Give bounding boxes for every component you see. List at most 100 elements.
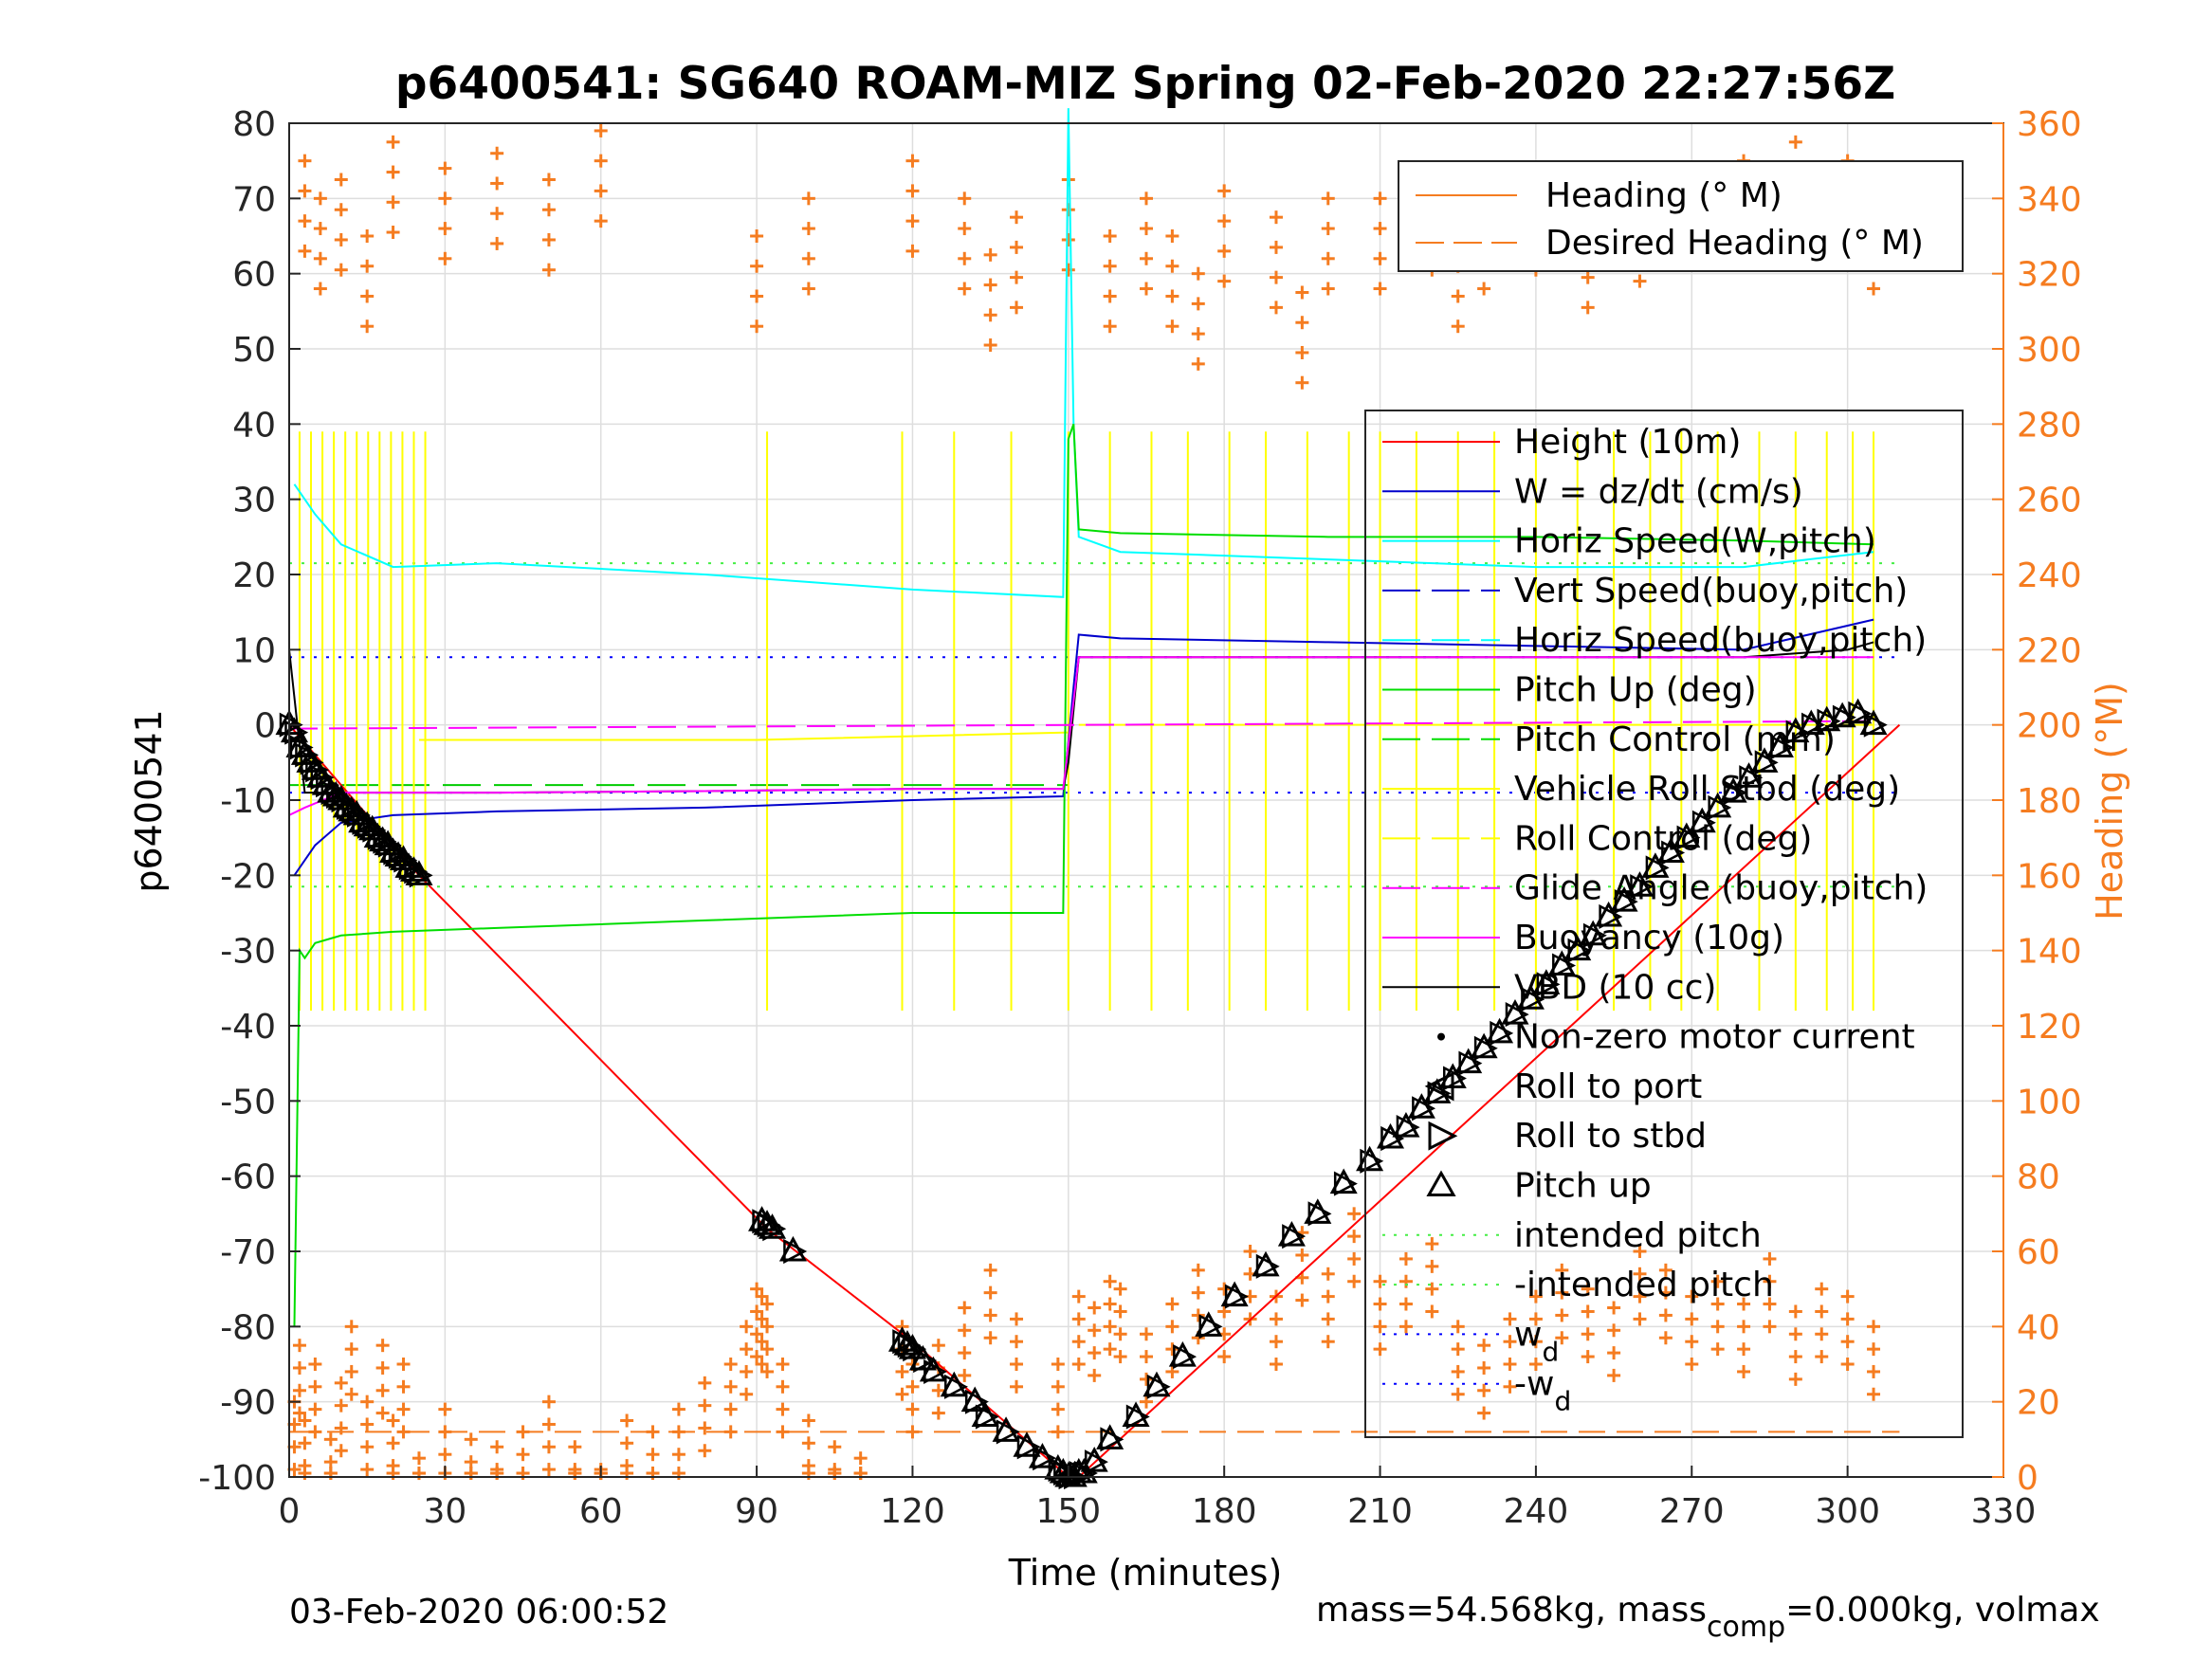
legend-entry: Horiz Speed(W,pitch)	[1514, 522, 1876, 561]
heading-point	[1321, 251, 1335, 265]
heading-point	[1191, 1308, 1205, 1322]
heading-point	[1347, 1207, 1362, 1221]
heading-point	[1607, 1368, 1621, 1382]
heading-point	[1658, 1285, 1673, 1300]
roll-marker	[1490, 1020, 1514, 1046]
legend-entry: Pitch Up (deg)	[1514, 671, 1757, 710]
heading-point	[1503, 1358, 1517, 1371]
heading-point	[1217, 1304, 1232, 1319]
y2-tick-label: 160	[2017, 857, 2082, 896]
heading-point	[1010, 1379, 1024, 1394]
heading-point	[1295, 375, 1309, 390]
roll-marker	[1863, 712, 1888, 738]
heading-point	[360, 259, 375, 273]
heading-point	[1737, 1364, 1751, 1378]
y-tick-label: 0	[254, 707, 276, 746]
roll-marker	[1360, 1148, 1384, 1174]
heading-point	[853, 1451, 868, 1466]
heading-point	[1555, 1285, 1569, 1300]
roll-marker	[1146, 1374, 1171, 1399]
heading-point	[1840, 1335, 1855, 1349]
footer-mass: mass=54.568kg, masscomp=0.000kg, volmax	[1316, 1591, 2100, 1644]
heading-point	[1840, 1358, 1855, 1371]
heading-point	[1607, 1346, 1621, 1360]
heading-point	[1140, 191, 1153, 206]
x-tick-label: 120	[880, 1492, 945, 1531]
roll-marker	[1754, 750, 1779, 775]
heading-point	[983, 1331, 997, 1345]
heading-point	[740, 1342, 754, 1357]
main-legend: Height (10m) W = dz/dt (cm/s) Horiz Speed(…	[1364, 410, 1964, 1438]
heading-point	[1528, 1312, 1543, 1326]
heading-point	[1398, 1274, 1413, 1288]
y-tick-label: 20	[232, 556, 276, 595]
heading-point	[1373, 282, 1387, 296]
heading-point	[958, 1346, 972, 1360]
legend-entry: VBD (10 cc)	[1514, 968, 1716, 1007]
heading-point	[1451, 319, 1465, 334]
heading-point	[1425, 1237, 1439, 1251]
heading-point	[1398, 1320, 1413, 1334]
heading-point	[334, 173, 348, 187]
heading-point	[1373, 1320, 1387, 1334]
y-tick-label: -20	[220, 857, 276, 896]
heading-point	[1140, 222, 1153, 236]
heading-point	[1103, 1297, 1117, 1311]
heading-point	[1710, 1342, 1725, 1357]
heading-point	[1010, 301, 1024, 315]
heading-point	[1685, 1312, 1699, 1326]
legend-swatch	[1424, 1071, 1454, 1102]
x-tick-label: 0	[279, 1492, 301, 1531]
y-tick-label: -50	[220, 1083, 276, 1121]
roll-marker	[944, 1374, 968, 1399]
heading-point	[905, 154, 920, 168]
heading-point	[1103, 289, 1117, 303]
heading-point	[1788, 1327, 1802, 1341]
heading-point	[1010, 1335, 1024, 1349]
roll-marker	[1708, 794, 1732, 820]
heading-point	[1788, 1350, 1802, 1364]
heading-point	[1061, 203, 1075, 217]
heading-point	[313, 191, 327, 206]
heading-point	[1373, 222, 1387, 236]
heading-point	[438, 251, 452, 265]
roll-marker	[1691, 810, 1716, 835]
heading-point	[396, 1379, 411, 1394]
heading-point	[1269, 240, 1283, 254]
heading-point	[594, 184, 608, 198]
heading-point	[386, 1413, 400, 1428]
y2-tick-label: 100	[2017, 1083, 2082, 1121]
heading-point	[1191, 297, 1205, 311]
heading-point	[1633, 274, 1647, 288]
heading-point	[1061, 263, 1075, 277]
roll-marker	[1173, 1344, 1197, 1370]
roll-marker	[1033, 1446, 1057, 1471]
roll-marker	[1645, 855, 1670, 881]
heading-point	[1788, 1372, 1802, 1386]
heading-point	[1321, 191, 1335, 206]
roll-marker	[1817, 708, 1841, 734]
heading-point	[1165, 1364, 1179, 1378]
heading-point	[1295, 316, 1309, 330]
legend-entry: Vehicle Roll Stbd (deg)	[1514, 770, 1900, 809]
heading-point	[1103, 1274, 1117, 1288]
heading-point	[1191, 1263, 1205, 1277]
heading-point	[1815, 1350, 1829, 1364]
main-legend-box	[1364, 410, 1964, 1438]
heading-point	[801, 222, 815, 236]
y2-tick-label: 180	[2017, 782, 2082, 821]
heading-point	[1103, 229, 1117, 243]
heading-point	[1113, 1327, 1127, 1341]
legend-entry: Roll to port	[1514, 1067, 1702, 1106]
x-tick-label: 330	[1971, 1492, 2037, 1531]
heading-point	[1347, 1230, 1362, 1244]
heading-point	[1243, 1245, 1257, 1258]
heading-point	[1815, 1304, 1829, 1319]
heading-point	[1581, 1350, 1595, 1364]
y-tick-label: -70	[220, 1233, 276, 1272]
heading-point	[308, 1402, 322, 1416]
heading-point	[1113, 1304, 1127, 1319]
heading-point	[1191, 356, 1205, 371]
heading-point	[1737, 1320, 1751, 1334]
heading-point	[760, 1364, 775, 1378]
